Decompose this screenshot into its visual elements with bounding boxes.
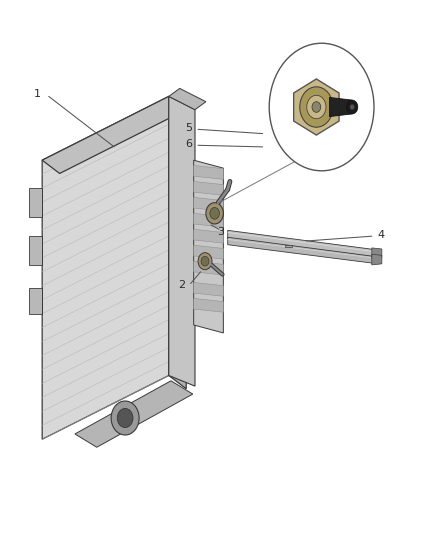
Polygon shape [42, 96, 186, 173]
Polygon shape [75, 381, 193, 447]
Polygon shape [169, 96, 186, 389]
Circle shape [198, 253, 212, 270]
Circle shape [111, 401, 139, 435]
Circle shape [346, 100, 358, 114]
Polygon shape [194, 282, 223, 296]
Polygon shape [372, 248, 382, 259]
Circle shape [269, 43, 374, 171]
Circle shape [201, 256, 209, 266]
Polygon shape [194, 229, 223, 243]
Circle shape [307, 95, 326, 119]
Polygon shape [194, 181, 223, 195]
Polygon shape [194, 197, 223, 211]
Text: 6: 6 [185, 139, 192, 149]
Circle shape [300, 87, 333, 127]
Circle shape [206, 203, 223, 224]
Polygon shape [194, 165, 223, 179]
Polygon shape [194, 245, 223, 259]
Text: 5: 5 [185, 123, 192, 133]
Polygon shape [194, 298, 223, 312]
Text: 1: 1 [34, 88, 41, 99]
Circle shape [117, 408, 133, 427]
Polygon shape [42, 96, 169, 439]
Polygon shape [372, 254, 382, 265]
Circle shape [312, 102, 321, 112]
Text: 4: 4 [377, 230, 384, 240]
Polygon shape [169, 96, 195, 386]
Polygon shape [29, 288, 42, 314]
Polygon shape [228, 237, 374, 263]
Polygon shape [194, 160, 223, 333]
Text: 2: 2 [178, 280, 185, 290]
Circle shape [210, 207, 219, 219]
Polygon shape [169, 88, 206, 110]
Polygon shape [29, 236, 42, 265]
Polygon shape [29, 188, 42, 217]
Polygon shape [194, 261, 223, 275]
Polygon shape [329, 98, 352, 117]
Text: 3: 3 [218, 227, 225, 237]
Polygon shape [286, 245, 292, 247]
Circle shape [350, 104, 354, 110]
Polygon shape [228, 230, 374, 257]
Polygon shape [194, 213, 223, 227]
Polygon shape [293, 79, 339, 135]
